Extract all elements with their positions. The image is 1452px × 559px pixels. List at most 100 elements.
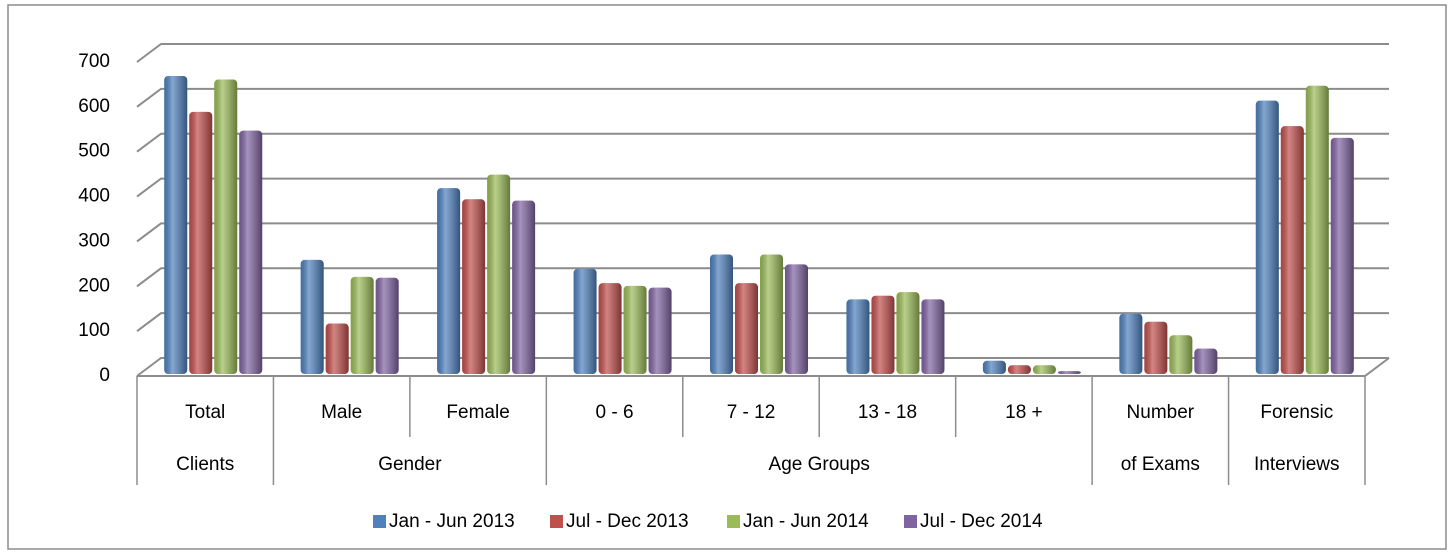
bar-group xyxy=(846,299,870,374)
bar-shade xyxy=(375,277,399,374)
bar-group xyxy=(623,285,647,374)
bar-group xyxy=(598,283,622,374)
bar-group xyxy=(760,254,783,374)
bar-group xyxy=(325,323,349,374)
bar-shade xyxy=(1169,335,1193,374)
bar-group xyxy=(648,287,672,374)
bar-shade xyxy=(462,199,486,374)
bar-group xyxy=(214,79,238,374)
grid-line xyxy=(136,357,1389,377)
bar-shade xyxy=(846,299,870,374)
bar-group xyxy=(735,283,758,374)
bar-group xyxy=(487,174,511,374)
bar-shade xyxy=(871,295,895,374)
y-tick-label: 100 xyxy=(78,320,110,341)
group-label: Clients xyxy=(176,454,234,475)
bar-group xyxy=(375,277,399,374)
bar-shade xyxy=(1194,348,1218,374)
bar-shade xyxy=(598,283,622,374)
x-tick-label: 18 + xyxy=(1005,402,1043,423)
bar-shade xyxy=(785,264,808,374)
group-label: of Exams xyxy=(1121,454,1200,475)
group-label: Gender xyxy=(378,454,442,475)
bar-shade xyxy=(982,360,1006,374)
x-tick-label: 7 - 12 xyxy=(727,402,776,423)
legend-label: Jan - Jun 2013 xyxy=(389,511,515,532)
bar-group xyxy=(437,188,461,374)
grid-line xyxy=(136,132,1389,153)
y-tick-label: 500 xyxy=(78,141,110,162)
x-tick-label: 13 - 18 xyxy=(858,402,917,423)
y-tick-label: 300 xyxy=(78,230,110,251)
bar-group xyxy=(871,295,895,374)
y-tick-label: 400 xyxy=(78,186,110,207)
bar-group xyxy=(785,264,808,374)
bar-shade xyxy=(164,75,188,374)
bar-shade xyxy=(1330,137,1354,374)
legend-label: Jul - Dec 2013 xyxy=(566,511,689,532)
bar-group xyxy=(1280,126,1304,374)
grid-line xyxy=(136,267,1389,288)
y-tick-label: 0 xyxy=(99,365,110,386)
bar-group xyxy=(710,254,733,374)
legend-swatch xyxy=(727,515,740,528)
x-tick-label: Number xyxy=(1127,402,1195,423)
y-tick-label: 200 xyxy=(78,275,110,296)
bar-shade xyxy=(300,259,324,374)
bar-shade xyxy=(896,292,920,374)
bar-shade xyxy=(325,323,349,374)
grid-line xyxy=(136,177,1389,198)
bar-shade xyxy=(189,111,213,374)
bar-group xyxy=(982,360,1006,374)
bar-group xyxy=(300,259,324,374)
bar-shade xyxy=(239,130,263,374)
bar-group xyxy=(239,130,263,374)
bar-group xyxy=(1007,365,1031,374)
x-tick-label: Total xyxy=(185,402,225,423)
bar-shade xyxy=(710,254,733,374)
bar-group xyxy=(1032,365,1056,374)
bar-group xyxy=(921,299,945,374)
bar-shade xyxy=(1305,85,1329,374)
bar-shade xyxy=(437,188,461,374)
bar-group xyxy=(1119,313,1143,374)
bar-group xyxy=(896,292,920,374)
bar-shade xyxy=(1255,100,1279,374)
bar-shade xyxy=(487,174,511,374)
grid-line xyxy=(136,222,1389,243)
bar-group xyxy=(189,111,213,374)
bar-group xyxy=(1305,85,1329,374)
x-tick-label: Female xyxy=(446,402,509,423)
bar-group xyxy=(1194,348,1218,374)
grid-line xyxy=(136,43,1389,63)
x-tick-label: 0 - 6 xyxy=(596,402,634,423)
bar-shade xyxy=(648,287,672,374)
bar-shade xyxy=(735,283,758,374)
x-tick-label: Forensic xyxy=(1260,402,1333,423)
bar-group xyxy=(350,276,374,374)
bar-group xyxy=(1144,321,1168,374)
legend-swatch xyxy=(550,515,563,528)
y-tick-label: 700 xyxy=(78,51,110,72)
bar-shade xyxy=(1057,371,1081,374)
bar-shade xyxy=(1032,365,1056,374)
bar-group xyxy=(1057,371,1081,374)
bar-shade xyxy=(214,79,238,374)
bar-shade xyxy=(573,268,597,374)
grid-line xyxy=(136,87,1389,108)
bar-shade xyxy=(350,276,374,374)
bar-shade xyxy=(1007,365,1031,374)
bar-shade xyxy=(512,200,536,374)
y-tick-label: 600 xyxy=(78,96,110,117)
x-tick-label: Male xyxy=(321,402,362,423)
bar-group xyxy=(164,75,188,374)
bar-shade xyxy=(760,254,783,374)
bar-group xyxy=(1255,100,1279,374)
bar-shade xyxy=(623,285,647,374)
grid-line xyxy=(136,312,1389,332)
bar-shade xyxy=(1144,321,1168,374)
legend-swatch xyxy=(904,515,917,528)
bar-group xyxy=(573,268,597,374)
bar-group xyxy=(1169,335,1193,374)
